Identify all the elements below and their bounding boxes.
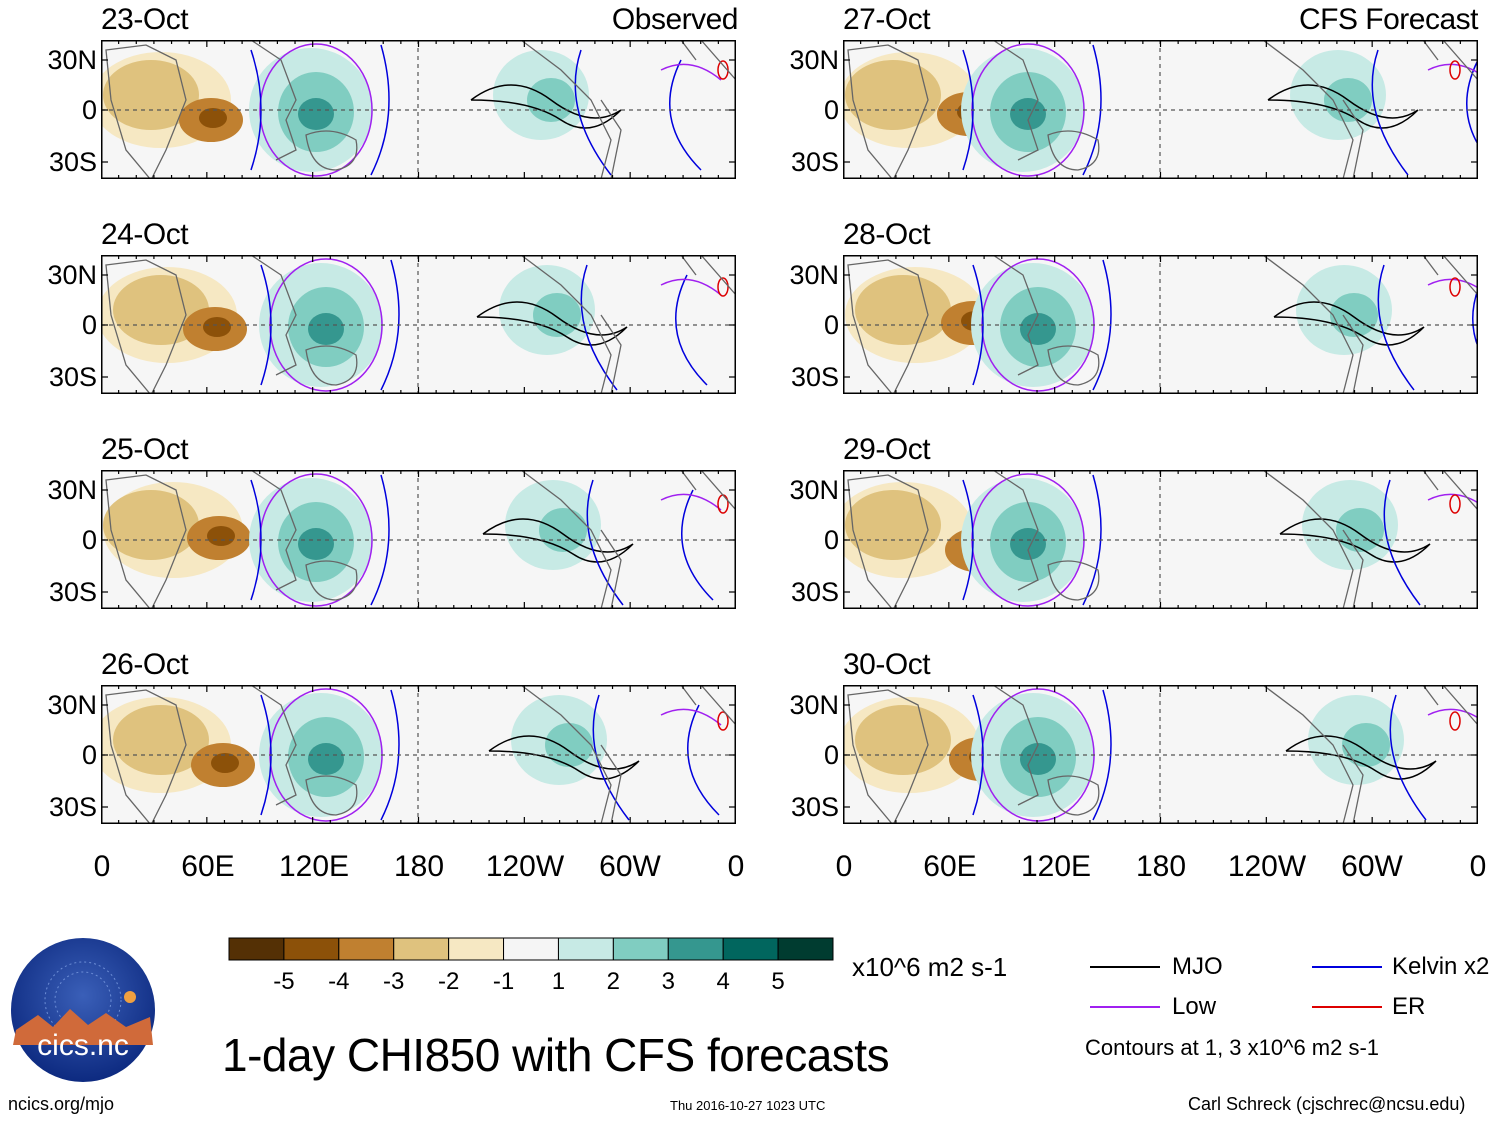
lat-label: 30N	[47, 475, 97, 505]
lat-label: 30N	[789, 475, 839, 505]
panel-date-label: 30-Oct	[843, 648, 931, 681]
lat-label: 0	[81, 95, 97, 125]
lat-label: 30S	[48, 577, 97, 607]
colorbar-unit: x10^6 m2 s-1	[852, 952, 1008, 982]
lat-label: 0	[81, 525, 97, 555]
legend-line-mjo	[1090, 966, 1160, 968]
legend-label-kelvin: Kelvin x2	[1392, 953, 1490, 980]
lat-label: 0	[823, 525, 839, 555]
legend-label-er: ER	[1392, 993, 1426, 1020]
lon-label: 120E	[1020, 850, 1092, 883]
cics-logo: cics.nc	[8, 935, 158, 1085]
forecast-label: CFS Forecast	[1298, 3, 1479, 36]
colorbar-swatch	[393, 937, 450, 961]
lat-label: 30S	[48, 792, 97, 822]
map-panel	[101, 40, 736, 179]
panel-date-label: 23-Oct	[101, 3, 189, 36]
panel-date-label: 24-Oct	[101, 218, 189, 251]
colorbar-tick-label: -3	[383, 968, 404, 995]
lat-label: 30S	[48, 147, 97, 177]
lon-label: 120W	[485, 850, 565, 883]
lat-label: 0	[81, 310, 97, 340]
colorbar-tick-label: 5	[771, 968, 784, 995]
lat-label: 30N	[47, 690, 97, 720]
colorbar-tick-label: 4	[717, 968, 730, 995]
colorbar-swatch	[283, 937, 340, 961]
colorbar-tick-label: 1	[552, 968, 565, 995]
lon-label: 180	[393, 850, 445, 883]
map-panel	[843, 470, 1478, 609]
colorbar-swatch	[612, 937, 669, 961]
legend-line-er	[1312, 1006, 1382, 1008]
logo-text: cics.nc	[37, 1029, 129, 1062]
colorbar-swatch	[228, 937, 285, 961]
footer-left: ncics.org/mjo	[8, 1094, 115, 1114]
lon-label: 0	[1469, 850, 1487, 883]
observed-label: Observed	[611, 3, 739, 36]
map-panel	[101, 685, 736, 824]
colorbar-tick-label: 2	[607, 968, 620, 995]
colorbar-swatch	[777, 937, 834, 961]
colorbar-swatch	[448, 937, 505, 961]
lon-label: 60E	[181, 850, 235, 883]
lat-label: 30S	[790, 362, 839, 392]
map-panel	[101, 470, 736, 609]
colorbar-swatch	[667, 937, 724, 961]
legend-label-mjo: MJO	[1172, 953, 1223, 980]
lat-label: 30N	[47, 260, 97, 290]
panel-date-label: 25-Oct	[101, 433, 189, 466]
lat-label: 30N	[789, 45, 839, 75]
colorbar-tick-label: -1	[493, 968, 514, 995]
map-panel	[843, 40, 1478, 179]
lon-label: 60W	[1341, 850, 1403, 883]
panel-date-label: 29-Oct	[843, 433, 931, 466]
lat-label: 30S	[48, 362, 97, 392]
lat-label: 0	[823, 740, 839, 770]
colorbar-swatch	[557, 937, 614, 961]
lat-label: 30N	[789, 260, 839, 290]
lon-label: 60W	[599, 850, 661, 883]
lon-label: 60E	[923, 850, 977, 883]
lon-label: 180	[1135, 850, 1187, 883]
colorbar-swatch	[503, 937, 559, 961]
lat-label: 0	[823, 310, 839, 340]
lon-label: 120E	[278, 850, 350, 883]
legend-line-kelvin	[1312, 966, 1382, 968]
colorbar-swatch	[722, 937, 779, 961]
lon-label: 0	[727, 850, 745, 883]
figure-title: 1-day CHI850 with CFS forecasts	[222, 1029, 890, 1081]
colorbar-tick-label: 3	[662, 968, 675, 995]
map-panel	[843, 685, 1478, 824]
lon-label: 0	[93, 850, 111, 883]
lon-label: 120W	[1227, 850, 1307, 883]
colorbar: -5 -4 -3 -2 -1 1 2 3 4 5	[228, 937, 834, 997]
panel-date-label: 28-Oct	[843, 218, 931, 251]
map-panel	[101, 255, 736, 394]
panel-date-label: 26-Oct	[101, 648, 189, 681]
lat-label: 30S	[790, 792, 839, 822]
lat-label: 0	[823, 95, 839, 125]
footer-center: Thu 2016-10-27 1023 UTC	[670, 1098, 826, 1113]
colorbar-swatch	[338, 937, 395, 961]
colorbar-tick-label: -4	[328, 968, 349, 995]
footer-right: Carl Schreck (cjschrec@ncsu.edu)	[1188, 1094, 1466, 1114]
legend-line-low	[1090, 1006, 1160, 1008]
lat-label: 30N	[789, 690, 839, 720]
lat-label: 30S	[790, 577, 839, 607]
lat-label: 30N	[47, 45, 97, 75]
lat-label: 30S	[790, 147, 839, 177]
legend-label-low: Low	[1172, 993, 1217, 1020]
lat-label: 0	[81, 740, 97, 770]
legend-note: Contours at 1, 3 x10^6 m2 s-1	[1085, 1035, 1380, 1060]
colorbar-tick-label: -2	[438, 968, 459, 995]
panel-date-label: 27-Oct	[843, 3, 931, 36]
map-panel	[843, 255, 1478, 394]
lon-label: 0	[835, 850, 853, 883]
colorbar-tick-label: -5	[273, 968, 294, 995]
